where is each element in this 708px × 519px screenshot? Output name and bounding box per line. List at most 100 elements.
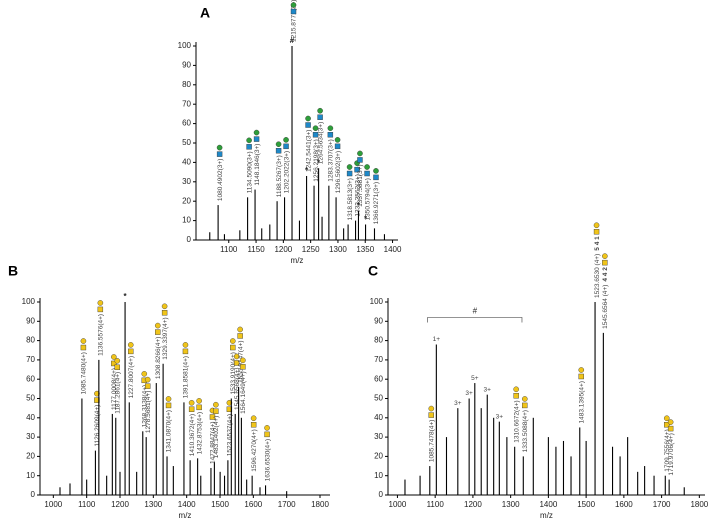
glycan-icon <box>216 151 223 157</box>
glycan-icon <box>667 419 674 425</box>
glycan-icon <box>521 396 528 402</box>
peak-label: 1085.7478(4+) <box>429 420 436 462</box>
glycan-icon <box>182 342 189 348</box>
glycan-icon <box>357 150 363 157</box>
glycan-icon <box>327 132 334 138</box>
peak-label: 1483.1395(4+) <box>578 381 585 423</box>
glycan-icon <box>240 357 246 364</box>
x-tick-label: 1500 <box>211 500 229 509</box>
x-tick-label: 1600 <box>615 500 633 509</box>
y-tick-label: 20 <box>374 452 383 461</box>
peak-mark: * <box>364 215 368 224</box>
peak-label: 1523.6530 (4+) <box>594 254 601 298</box>
glycan-icon <box>305 122 311 128</box>
y-tick-label: 50 <box>374 394 383 403</box>
glycan-icon <box>237 326 243 333</box>
y-tick-label: 10 <box>182 216 191 225</box>
glycan-icon <box>663 415 670 422</box>
peak-label: 1545.6568(4+) <box>234 367 241 409</box>
peak-label: 1596.4270(4+) <box>251 429 258 471</box>
x-tick-label: 1000 <box>389 500 407 509</box>
glycan-icon <box>317 114 323 120</box>
y-tick-label: 100 <box>178 41 192 50</box>
glycan-icon <box>94 390 100 397</box>
glycan-icon <box>522 402 528 409</box>
glycan-icon <box>327 125 334 132</box>
glycan-icon <box>80 338 87 344</box>
y-tick-label: 20 <box>182 196 191 205</box>
glycan-icon <box>188 406 195 412</box>
charge-label: 3+ <box>484 386 492 393</box>
glycan-icon <box>246 137 252 144</box>
glycan-icon <box>602 259 608 266</box>
glycan-icon <box>94 397 100 403</box>
peak-label: 1318.5813(3+) <box>347 178 354 220</box>
y-tick-label: 80 <box>26 336 35 345</box>
x-tick-label: 1200 <box>274 245 292 254</box>
glycan-icon <box>513 393 519 399</box>
glycan-icon <box>602 253 608 259</box>
peak-label: 1350.5794(3+) <box>364 178 371 220</box>
x-tick-label: 1100 <box>427 500 445 509</box>
glycan-icon <box>114 364 120 371</box>
glycan-icon <box>161 303 168 310</box>
charge-label: 1+ <box>433 336 441 343</box>
glycan-icon <box>364 164 370 170</box>
glycan-icon <box>312 132 319 138</box>
glycan-icon <box>97 306 104 313</box>
peak-label: 1136.5576(4+) <box>98 314 105 356</box>
y-tick-label: 90 <box>182 61 191 70</box>
bracket <box>427 317 523 323</box>
panel-label: C <box>368 263 378 279</box>
peak-label: 1337.5881(3+) <box>357 164 364 206</box>
x-tick-label: 1800 <box>311 500 329 509</box>
glycan-icon <box>141 371 148 377</box>
glycan-icon <box>233 353 240 360</box>
peak-mark: # <box>290 36 295 45</box>
x-tick-label: 1500 <box>577 500 595 509</box>
peak-label: 1310.6672(4+) <box>513 400 520 442</box>
glycan-icon <box>667 425 674 432</box>
glycan-icon <box>111 354 117 360</box>
composition: 4 4 2 <box>602 267 609 282</box>
y-tick-label: 30 <box>26 432 35 441</box>
composition: 5 4 1 <box>594 236 601 251</box>
y-tick-label: 0 <box>187 235 192 244</box>
glycan-icon <box>213 408 219 414</box>
peak-label: 1256.2198(3+) <box>313 139 320 181</box>
y-tick-label: 100 <box>22 297 36 306</box>
glycan-icon <box>290 2 297 8</box>
glycan-icon <box>196 404 202 411</box>
glycan-icon <box>664 422 670 428</box>
y-tick-label: 90 <box>374 316 383 325</box>
y-tick-label: 60 <box>26 374 35 383</box>
peak-label: 1126.2609(4+) <box>94 405 101 447</box>
peak-label: 1523.6537(4+) <box>227 414 234 456</box>
y-tick-label: 0 <box>379 490 384 499</box>
peak-label: 1177.0008(4+) <box>111 368 118 410</box>
glycan-icon <box>357 157 363 163</box>
glycan-icon <box>317 107 323 114</box>
peak-label: 1636.6530(4+) <box>264 439 271 481</box>
panel-label: B <box>8 263 18 279</box>
glycan-icon <box>373 168 379 174</box>
peak-label: 1391.8581(4+) <box>183 356 190 398</box>
x-axis-label: m/z <box>291 256 304 265</box>
x-tick-label: 1150 <box>247 245 265 254</box>
bracket-label: # <box>473 307 478 316</box>
glycan-icon <box>253 129 260 136</box>
x-tick-label: 1200 <box>111 500 129 509</box>
glycan-icon <box>275 148 282 154</box>
glycan-icon <box>144 383 151 389</box>
glycan-icon <box>253 136 260 142</box>
peak-label: 1533.9190(4+) <box>230 352 237 394</box>
peak-label: 1134.5090(3+) <box>246 151 253 193</box>
peak-label: 1719.9706(4+) <box>668 433 675 475</box>
peak-label: 1545.6564 (4+) <box>602 285 609 329</box>
glycan-icon <box>230 344 236 351</box>
peak-label: 1410.3672(4+) <box>189 414 196 456</box>
x-tick-label: 1100 <box>220 245 238 254</box>
x-tick-label: 1300 <box>144 500 162 509</box>
glycan-icon <box>593 229 600 235</box>
